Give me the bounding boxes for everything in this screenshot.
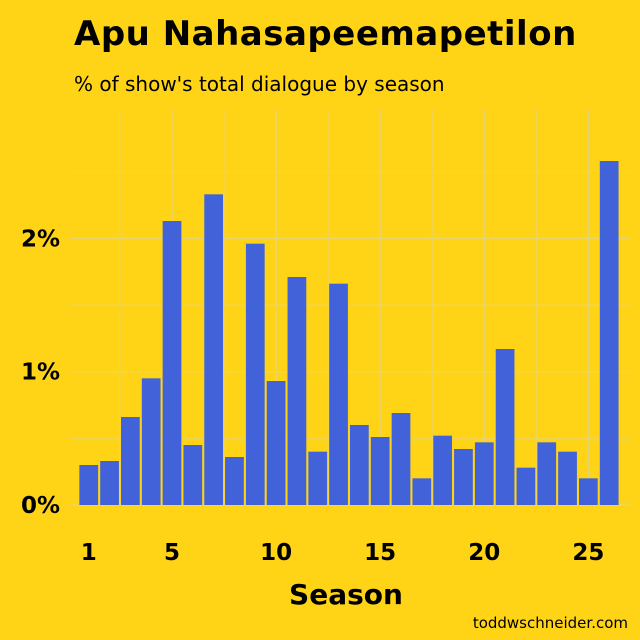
credit-text: toddwschneider.com — [472, 614, 628, 632]
bar-season-11 — [287, 277, 307, 505]
bar-season-9 — [245, 243, 265, 505]
bar-season-19 — [454, 449, 473, 505]
x-tick-label: 10 — [260, 540, 292, 566]
y-tick-label: 2% — [21, 226, 60, 252]
bar-season-24 — [558, 451, 577, 505]
bar-season-3 — [121, 417, 140, 505]
bars — [79, 161, 619, 506]
bar-season-15 — [370, 437, 390, 505]
bar-season-18 — [433, 435, 453, 505]
chart-title: Apu Nahasapeemapetilon — [74, 14, 577, 54]
bar-season-23 — [537, 442, 557, 505]
chart-subtitle: % of show's total dialogue by season — [74, 72, 445, 96]
bar-season-1 — [79, 465, 99, 505]
y-tick-label: 1% — [21, 360, 60, 386]
y-axis-ticks: 0% 1% 2% — [21, 226, 60, 519]
bar-season-22 — [516, 467, 536, 505]
bar-season-26 — [599, 161, 619, 505]
bar-season-5 — [162, 221, 182, 505]
bar-season-20 — [474, 442, 494, 505]
bar-season-25 — [578, 478, 598, 505]
x-axis-title: Season — [289, 578, 403, 611]
bar-season-21 — [495, 349, 515, 505]
x-tick-label: 1 — [81, 540, 97, 566]
bar-season-2 — [100, 461, 119, 505]
x-axis-ticks: 1 5 10 15 20 25 — [81, 540, 605, 566]
x-tick-label: 15 — [364, 540, 396, 566]
bar-season-17 — [412, 478, 432, 505]
bar-season-16 — [391, 413, 411, 505]
x-tick-label: 20 — [468, 540, 500, 566]
bar-season-6 — [183, 445, 203, 505]
bar-season-4 — [141, 378, 161, 505]
bar-season-8 — [225, 457, 244, 505]
bar-season-7 — [204, 194, 224, 506]
x-tick-label: 25 — [572, 540, 604, 566]
bar-season-12 — [308, 451, 328, 505]
bar-season-10 — [266, 381, 286, 505]
bar-season-14 — [350, 425, 369, 505]
x-tick-label: 5 — [164, 540, 180, 566]
y-tick-label: 0% — [21, 493, 60, 519]
bar-season-13 — [329, 283, 348, 505]
